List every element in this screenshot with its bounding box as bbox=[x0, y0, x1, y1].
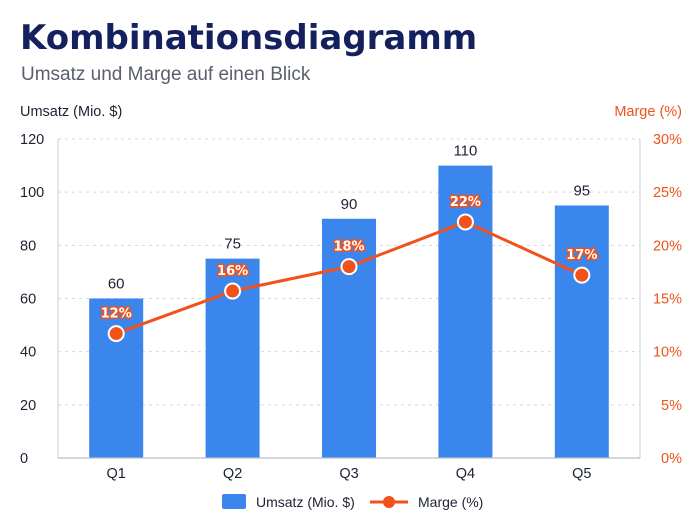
bar-Q1 bbox=[89, 298, 144, 458]
gridlines bbox=[57, 138, 641, 458]
margin-point-Q4 bbox=[456, 213, 474, 231]
margin-point-labels: 12% 16% 18% 22% 17% bbox=[99, 193, 599, 323]
left-tick-label: 20 bbox=[20, 398, 36, 414]
left-tick-label: 40 bbox=[20, 345, 36, 361]
category-labels: Q1 Q2 Q3 Q4 Q5 bbox=[107, 466, 592, 482]
legend-bar-label: Umsatz (Mio. $) bbox=[256, 494, 355, 510]
margin-point-label: 17% bbox=[566, 248, 597, 263]
margin-point-label: 12% bbox=[101, 307, 132, 322]
legend-line-label: Marge (%) bbox=[418, 494, 483, 510]
right-tick-label: 20% bbox=[653, 238, 682, 254]
margin-point-label: 16% bbox=[217, 264, 248, 279]
bar-value-label: 95 bbox=[573, 182, 590, 199]
left-axis-title: Umsatz (Mio. $) bbox=[20, 104, 122, 120]
chart-title: Kombinationsdiagramm bbox=[20, 18, 477, 58]
margin-point-Q1 bbox=[107, 325, 125, 343]
category-label: Q2 bbox=[223, 466, 242, 482]
category-label: Q1 bbox=[107, 466, 126, 482]
left-tick-label: 0 bbox=[20, 451, 28, 467]
category-label: Q3 bbox=[339, 466, 358, 482]
bar-value-label: 90 bbox=[341, 196, 358, 213]
left-axis-ticks: 0 20 40 60 80 100 120 bbox=[20, 132, 44, 467]
left-tick-label: 120 bbox=[20, 132, 44, 148]
legend-line-marker bbox=[383, 496, 395, 508]
right-tick-label: 25% bbox=[653, 185, 682, 201]
right-tick-label: 0% bbox=[661, 451, 682, 467]
right-tick-label: 15% bbox=[653, 292, 682, 308]
left-tick-label: 80 bbox=[20, 238, 36, 254]
right-axis-title: Marge (%) bbox=[614, 104, 682, 120]
bar-value-label: 60 bbox=[108, 276, 125, 293]
margin-point-Q5 bbox=[573, 266, 591, 284]
revenue-bar-labels: 60 75 90 110 95 bbox=[108, 143, 590, 293]
bar-Q5 bbox=[554, 205, 609, 458]
margin-point-Q3 bbox=[340, 258, 358, 276]
margin-point-Q2 bbox=[224, 282, 242, 300]
right-tick-label: 10% bbox=[653, 345, 682, 361]
category-label: Q4 bbox=[456, 466, 475, 482]
right-axis-ticks: 0% 5% 10% 15% 20% 25% 30% bbox=[653, 132, 682, 467]
legend: Umsatz (Mio. $) Marge (%) bbox=[222, 494, 483, 510]
bar-value-label: 110 bbox=[453, 143, 477, 160]
right-tick-label: 30% bbox=[653, 132, 682, 148]
category-label: Q5 bbox=[572, 466, 591, 482]
bar-value-label: 75 bbox=[224, 236, 241, 253]
margin-line-series bbox=[107, 213, 591, 343]
left-tick-label: 60 bbox=[20, 292, 36, 308]
margin-point-label: 18% bbox=[333, 240, 364, 255]
right-tick-label: 5% bbox=[661, 398, 682, 414]
margin-point-label: 22% bbox=[450, 195, 481, 210]
chart-subtitle: Umsatz und Marge auf einen Blick bbox=[21, 64, 311, 85]
left-tick-label: 100 bbox=[20, 185, 44, 201]
bar-Q3 bbox=[322, 218, 376, 458]
legend-bar-swatch bbox=[222, 494, 246, 509]
